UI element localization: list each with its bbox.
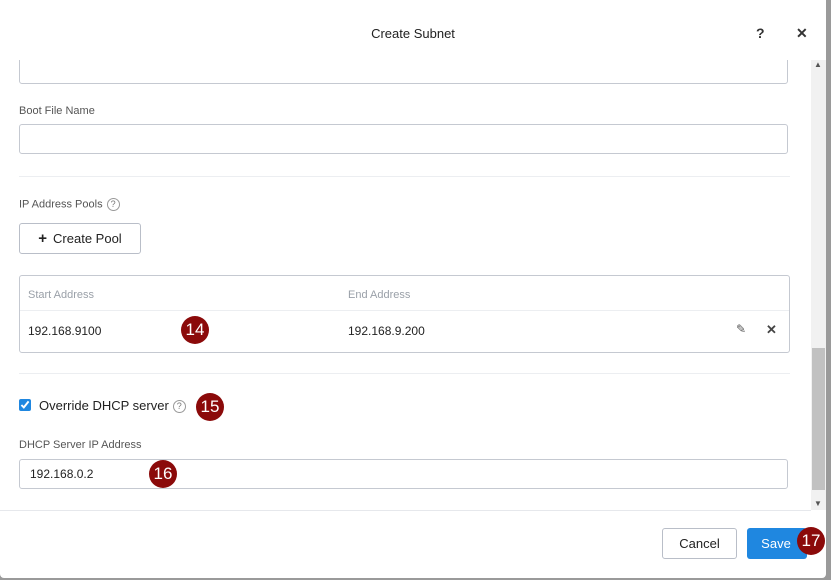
delete-icon[interactable]: ✕ (766, 322, 777, 337)
scrollbar[interactable]: ▲ ▼ (811, 60, 826, 510)
help-icon[interactable]: ? (756, 25, 765, 41)
scrollbar-thumb[interactable] (812, 348, 825, 490)
create-pool-label: Create Pool (53, 231, 122, 246)
scroll-up-icon[interactable]: ▲ (814, 60, 822, 69)
boot-file-input[interactable] (19, 124, 788, 154)
dhcp-ip-label: DHCP Server IP Address (19, 439, 142, 451)
override-dhcp-row: Override DHCP server? (19, 398, 186, 414)
dhcp-ip-input[interactable]: 192.168.0.2 (19, 459, 788, 489)
override-dhcp-label: Override DHCP server (39, 398, 169, 413)
help-icon[interactable]: ? (172, 400, 186, 414)
dialog-title: Create Subnet (371, 26, 455, 41)
annotation-badge: 14 (181, 316, 209, 344)
annotation-badge: 16 (149, 460, 177, 488)
close-icon[interactable]: ✕ (796, 25, 808, 41)
override-dhcp-checkbox[interactable] (19, 399, 31, 411)
plus-icon: + (38, 230, 48, 247)
annotation-badge: 17 (797, 527, 825, 555)
cancel-button[interactable]: Cancel (662, 528, 737, 559)
divider (19, 176, 790, 177)
pool-end-address: 192.168.9.200 (348, 324, 425, 338)
divider (19, 373, 790, 374)
ip-pools-table: Start Address End Address 192.168.9100 1… (19, 275, 790, 353)
create-pool-button[interactable]: + Create Pool (19, 223, 141, 254)
edit-pencil-icon[interactable]: ✎ (736, 322, 747, 336)
help-icon[interactable]: ? (106, 198, 120, 211)
column-header-end: End Address (348, 289, 411, 301)
pool-start-address: 192.168.9100 (28, 324, 102, 338)
ip-pools-label: IP Address Pools? (19, 198, 120, 211)
annotation-badge: 15 (196, 393, 224, 421)
column-header-start: Start Address (28, 289, 95, 301)
footer-divider (0, 510, 811, 511)
ip-pools-label-text: IP Address Pools (19, 198, 103, 211)
boot-file-label: Boot File Name (19, 105, 95, 117)
scroll-down-icon[interactable]: ▼ (814, 499, 822, 508)
dialog-body: Boot File Name IP Address Pools? + Create… (0, 60, 811, 510)
top-field-input[interactable] (19, 60, 788, 84)
